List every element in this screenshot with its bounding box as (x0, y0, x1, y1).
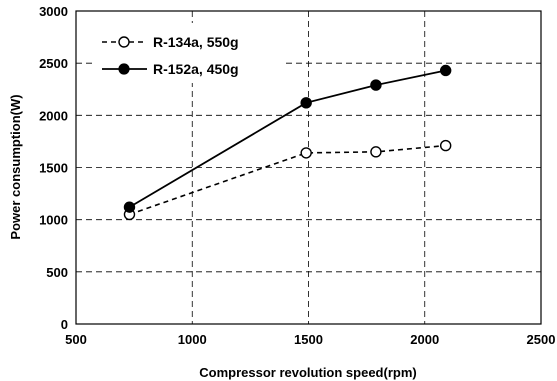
x-tick-label: 2000 (410, 332, 439, 347)
legend: R-134a, 550g R-152a, 450g (93, 23, 283, 83)
x-tick-label: 1500 (294, 332, 323, 347)
series-line (129, 69, 446, 208)
y-tick-label: 2500 (39, 56, 68, 71)
legend-marker-r134a (118, 36, 130, 48)
data-point (300, 97, 312, 109)
y-axis-ticks: 0 500 1000 1500 2000 2500 3000 (39, 4, 68, 332)
grid (76, 11, 541, 324)
legend-label-r152a: R-152a, 450g (153, 61, 239, 77)
x-tick-label: 500 (65, 332, 87, 347)
data-point (439, 139, 452, 152)
series (123, 64, 452, 221)
x-tick-label: 2500 (527, 332, 556, 347)
y-tick-label: 0 (61, 317, 68, 332)
data-point (300, 147, 312, 159)
y-tick-label: 2000 (39, 108, 68, 123)
x-axis-title: Compressor revolution speed(rpm) (199, 365, 416, 380)
data-point (123, 201, 136, 213)
legend-label-r134a: R-134a, 550g (153, 34, 239, 50)
y-axis-title: Power consumption(W) (8, 94, 23, 239)
y-tick-label: 1500 (39, 161, 68, 176)
data-point (370, 79, 382, 91)
data-point (439, 64, 452, 77)
y-tick-label: 500 (46, 265, 68, 280)
data-point (370, 146, 382, 158)
y-tick-label: 1000 (39, 213, 68, 228)
legend-marker-r152a (118, 63, 130, 75)
series-2 (123, 64, 452, 213)
y-tick-label: 3000 (39, 4, 68, 19)
x-axis-ticks: 500 1000 1500 2000 2500 (65, 332, 555, 347)
plot-area-frame (75, 10, 542, 325)
series-1 (123, 139, 452, 221)
series-line (129, 144, 446, 216)
x-tick-label: 1000 (178, 332, 207, 347)
